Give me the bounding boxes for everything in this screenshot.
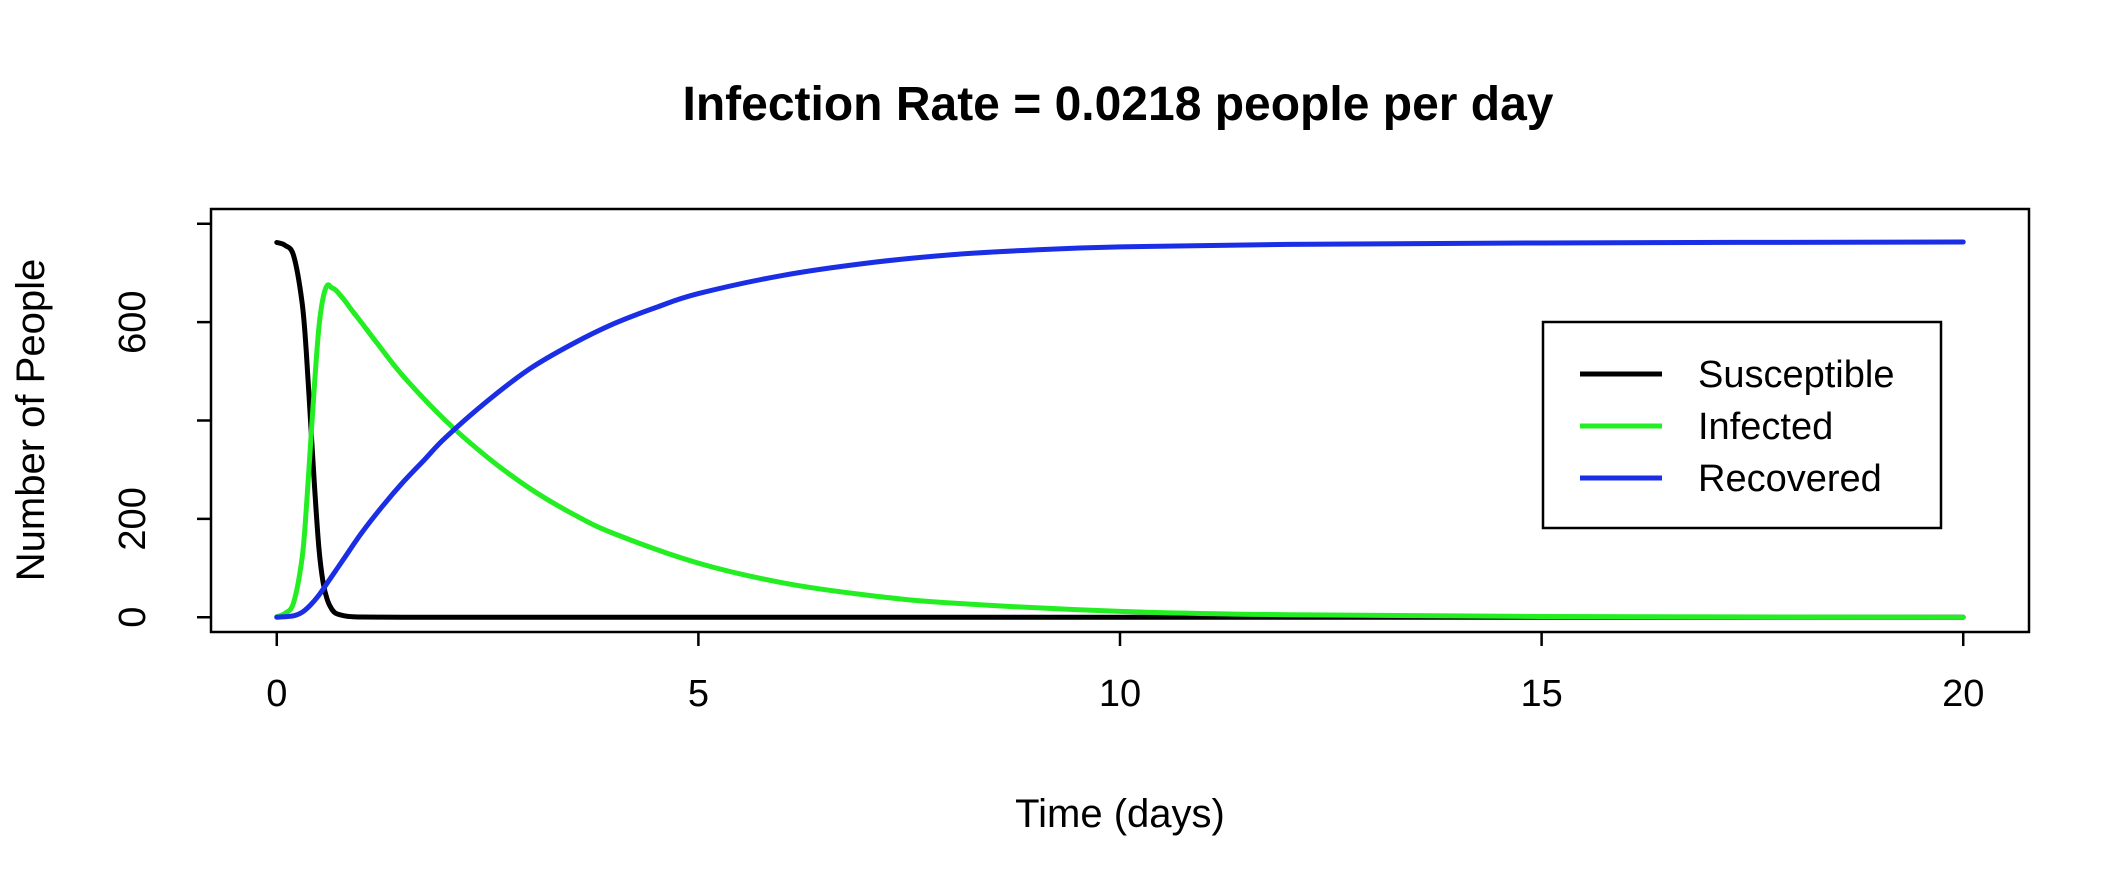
x-axis: 0 5 10 15 20 bbox=[266, 632, 1984, 715]
x-tick-label: 20 bbox=[1942, 673, 1984, 715]
legend-label-infected: Infected bbox=[1698, 406, 1833, 448]
legend-label-recovered: Recovered bbox=[1698, 458, 1882, 500]
x-tick-label: 5 bbox=[688, 673, 709, 715]
legend-entries: Susceptible Infected Recovered bbox=[1580, 354, 1894, 500]
y-tick-label: 600 bbox=[112, 290, 154, 353]
series-group bbox=[274, 239, 1966, 620]
x-tick-label: 0 bbox=[266, 673, 287, 715]
y-tick-label: 0 bbox=[112, 607, 154, 628]
series-line-recovered bbox=[274, 239, 1966, 620]
legend: Susceptible Infected Recovered bbox=[1541, 320, 1943, 530]
chart-title: Infection Rate = 0.0218 people per day bbox=[683, 78, 1554, 131]
y-tick-label: 200 bbox=[112, 487, 154, 550]
series-line-susceptible bbox=[274, 239, 1966, 620]
x-axis-label: Time (days) bbox=[1015, 792, 1225, 836]
y-axis-label: Number of People bbox=[9, 259, 53, 581]
x-tick-label: 10 bbox=[1099, 673, 1141, 715]
legend-box bbox=[1541, 320, 1943, 530]
series-line-infected bbox=[274, 282, 1966, 620]
x-tick-label: 15 bbox=[1520, 673, 1562, 715]
y-axis: 0 200 600 bbox=[112, 222, 211, 628]
legend-label-susceptible: Susceptible bbox=[1698, 354, 1894, 396]
